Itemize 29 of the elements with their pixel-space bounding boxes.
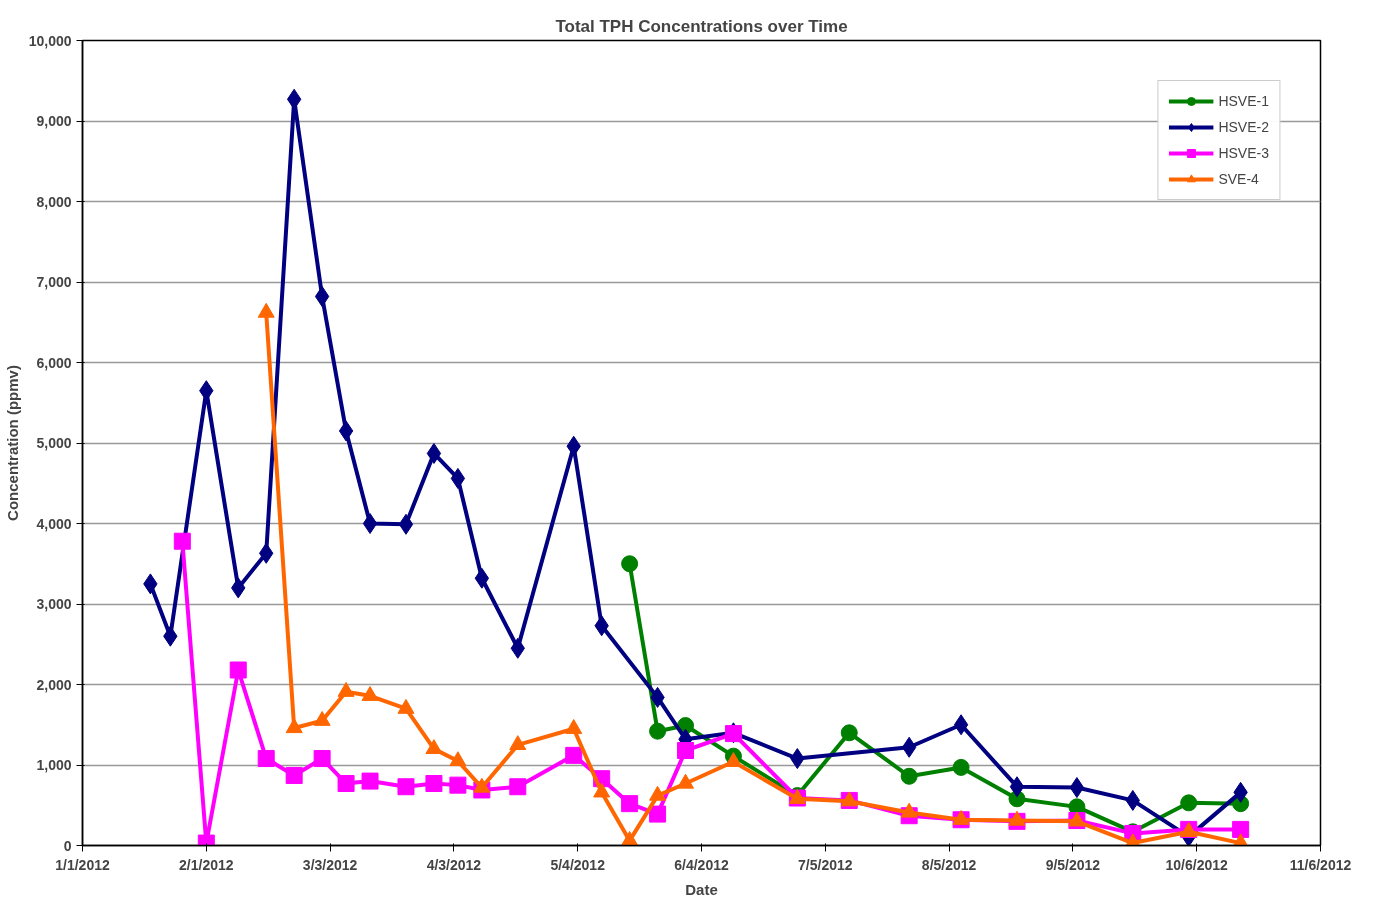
y-tick-label: 1,000 bbox=[36, 757, 72, 773]
x-tick-label: 3/3/2012 bbox=[302, 856, 358, 873]
y-axis-title: Concentration (ppmv) bbox=[3, 365, 21, 521]
y-tick-label: 8,000 bbox=[36, 193, 72, 210]
y-tick-label: 2,000 bbox=[36, 676, 72, 693]
y-tick-label: 5,000 bbox=[36, 435, 72, 451]
y-tick-label: 3,000 bbox=[36, 596, 72, 612]
x-tick-label: 2/1/2012 bbox=[179, 856, 234, 873]
x-tick-label: 8/5/2012 bbox=[921, 856, 977, 873]
x-tick-label: 7/5/2012 bbox=[798, 856, 853, 873]
x-tick-label: 11/6/2012 bbox=[1289, 856, 1352, 873]
legend-label: HSVE-1 bbox=[1218, 93, 1269, 109]
y-tick-label: 7,000 bbox=[36, 274, 72, 290]
legend-label: SVE-4 bbox=[1218, 171, 1259, 187]
y-tick-label: 0 bbox=[63, 837, 72, 854]
chart-title: Total TPH Concentrations over Time bbox=[555, 16, 848, 36]
x-tick-label: 5/4/2012 bbox=[550, 856, 606, 873]
y-tick-label: 4,000 bbox=[36, 515, 72, 532]
x-tick-label: 10/6/2012 bbox=[1165, 856, 1229, 873]
x-tick-label: 9/5/2012 bbox=[1045, 856, 1101, 873]
legend-label: HSVE-3 bbox=[1218, 145, 1269, 161]
x-tick-label: 1/1/2012 bbox=[55, 856, 110, 873]
y-tick-label: 6,000 bbox=[36, 354, 72, 371]
x-tick-label: 4/3/2012 bbox=[426, 856, 482, 873]
x-tick-label: 6/4/2012 bbox=[674, 856, 729, 873]
x-axis-title: Date bbox=[685, 880, 718, 898]
legend-label: HSVE-2 bbox=[1218, 119, 1269, 135]
y-tick-label: 9,000 bbox=[36, 113, 72, 129]
y-tick-label: 10,000 bbox=[28, 32, 72, 49]
